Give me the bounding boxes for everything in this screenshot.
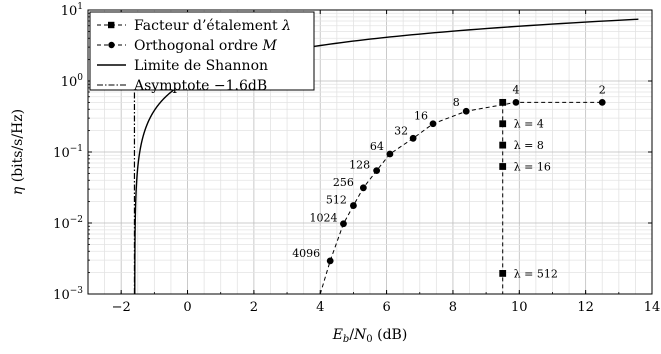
legend-label-text: Asymptote −1.6dB [133,78,267,94]
orthogonal-point-label: 16 [414,110,428,123]
x-tick-label: 2 [250,300,258,315]
y-tick-exponent: −2 [70,215,83,225]
spreading-point-label: λ = 4 [514,118,544,131]
y-tick-label: 100 [61,73,84,90]
legend-label: Limite de Shannon [134,58,268,74]
y-tick-exponent: 0 [77,73,83,83]
x-tick-label: 6 [382,300,390,315]
orthogonal-point [512,98,520,106]
y-tick-base: 10 [61,4,78,19]
orthogonal-point-label: 8 [453,96,460,109]
orthogonal-point [598,98,606,106]
x-tick-label: −2 [112,300,131,315]
y-axis-title: η (bits/s/Hz) [10,109,26,195]
legend-label-text: Facteur d’étalement [134,18,282,34]
x-tick-label: 4 [316,300,324,315]
orthogonal-point [350,202,357,209]
x-tick-label: 0 [183,300,191,315]
orthogonal-point [386,150,394,158]
orthogonal-point-label: 4 [512,83,519,96]
spreading-point [499,163,507,170]
y-tick-label: 10−2 [53,215,83,232]
orthogonal-point [462,107,470,115]
orthogonal-point-label: 1024 [309,212,337,225]
y-tick-base: 10 [61,75,78,90]
legend-label-text: Orthogonal ordre [134,38,262,54]
legend-label: Facteur d’étalement λ [134,18,291,34]
legend-label: Asymptote −1.6dB [133,78,267,94]
y-tick-base: 10 [53,146,70,161]
orthogonal-point-label: 64 [370,140,384,153]
y-tick-base: 10 [53,217,70,232]
x-tick-label: 12 [577,300,594,315]
y-tick-label: 10−3 [53,286,83,303]
legend-marker-square [108,21,115,29]
orthogonal-point [340,220,347,228]
x-tick-label: 10 [511,300,528,315]
y-tick-exponent: −3 [70,286,84,296]
legend-label-symbol: λ [281,18,291,34]
legend-box [89,11,315,91]
legend-label-text: Limite de Shannon [134,58,268,74]
orthogonal-point [429,120,437,128]
x-axis-title: Eb/N0 (dB) [332,327,408,345]
spreading-point-label: λ = 8 [514,139,544,152]
spreading-point [499,120,507,128]
y-tick-base: 10 [53,288,70,303]
y-tick-exponent: 1 [77,2,83,12]
spreading-point-label: λ = 512 [514,267,558,280]
legend-label: Orthogonal ordre M [134,38,277,54]
y-tick-exponent: −1 [70,144,83,154]
x-tick-label: 8 [449,300,457,315]
legend-label-symbol: M [261,38,277,54]
orthogonal-point [373,167,381,175]
orthogonal-point-label: 2 [599,83,606,96]
orthogonal-point [326,257,334,265]
legend-marker-circle [108,41,115,49]
orthogonal-point [409,134,417,142]
orthogonal-point [359,184,367,192]
orthogonal-point-label: 256 [333,176,354,189]
spreading-point [499,98,507,106]
spreading-point [499,270,507,277]
orthogonal-point-label: 512 [326,194,347,207]
x-tick-label: 14 [644,300,661,315]
y-tick-label: 101 [61,2,83,19]
y-tick-label: 10−1 [53,144,83,161]
spreading-point-label: λ = 16 [514,160,551,173]
orthogonal-point-label: 128 [349,159,370,172]
orthogonal-point-label: 4096 [292,247,320,260]
spreading-point [499,141,507,149]
orthogonal-series-line [319,101,603,295]
orthogonal-point-label: 32 [394,124,408,137]
